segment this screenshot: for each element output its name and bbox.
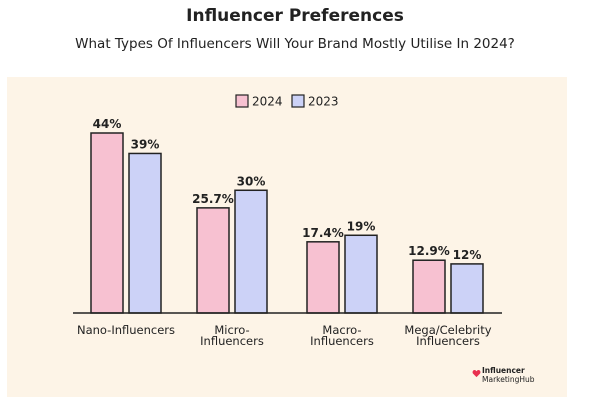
brand-name-line1: Influencer [482,366,525,375]
bar-2024-1 [196,207,230,314]
bars-group [90,132,484,314]
x-tick-label-1-0: Micro- [214,323,249,337]
legend: 2024 2023 [235,94,339,109]
data-label-2023-2: 19% [347,219,376,233]
chart-title: Influencer Preferences [186,6,404,26]
bar-2023-1 [234,189,268,314]
x-tick-label-3-0: Mega/Celebrity [404,323,491,337]
data-labels-group: 44% 39% 25.7%30% 17.4% 19% 12.9% 12% [93,117,482,262]
bar-2024-0 [90,132,124,314]
bar-2023-3 [450,263,484,314]
legend-swatch-2024 [235,94,249,108]
data-label-2024-3: 12.9% [408,244,450,258]
data-label-2023-1: 30% [237,174,266,188]
legend-label-2024: 2024 [252,95,283,109]
bar-2023-2 [344,234,378,314]
legend-swatch-2023 [291,94,305,108]
bar-2024-3 [412,259,446,314]
bar-2023-0 [128,152,162,314]
legend-label-2023: 2023 [308,95,339,109]
data-label-2024-2: 17.4% [302,226,344,240]
x-tick-label-1-1: Influencers [200,334,264,348]
x-tick-label-3-1: Influencers [416,334,480,348]
x-tick-label-2-1: Influencers [310,334,374,348]
x-tick-label-0-0: Nano-Influencers [77,323,175,337]
chart-subtitle: What Types Of Influencers Will Your Bran… [75,36,515,52]
heart-logo-icon [472,370,481,378]
brand-logo: Influencer MarketingHub [472,366,562,388]
data-label-2024-1: 25.7% [192,192,234,206]
x-tick-label-2-0: Macro- [322,323,361,337]
data-label-2023-3: 12% [453,248,482,262]
x-tick-labels-group: Nano-Influencers Micro-InfluencersMacro-I… [77,323,492,348]
bar-2024-2 [306,241,340,314]
brand-name-line2: MarketingHub [482,375,535,384]
data-label-2023-0: 39% [131,137,160,151]
data-label-2024-0: 44% [93,117,122,131]
